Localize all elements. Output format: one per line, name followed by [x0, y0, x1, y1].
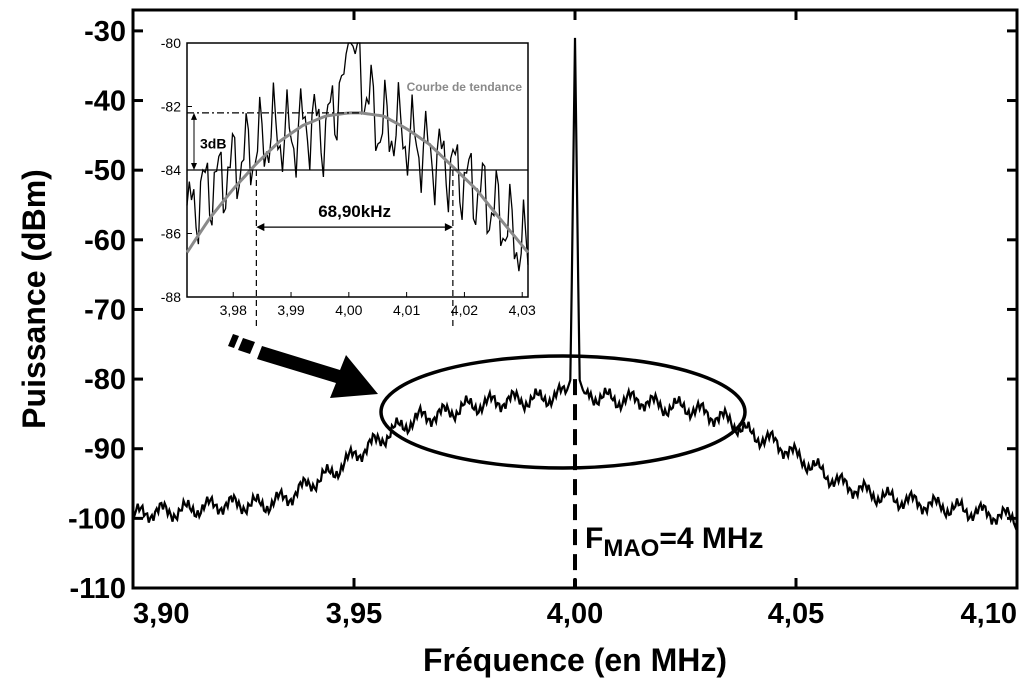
spectrum-line	[131, 37, 1019, 531]
carrier-label: FMAO=4 MHz	[585, 522, 764, 562]
inset-x-tick-label: 4,01	[393, 302, 420, 318]
carrier-label-sub: MAO	[603, 535, 659, 562]
y-tick-label: -110	[70, 573, 126, 605]
trend-curve-label: Courbe de tendance	[407, 80, 523, 94]
inset-x-tick-label: 3,98	[220, 302, 247, 318]
bandwidth-arrowhead-left	[256, 223, 265, 232]
inset-y-tick-label: -80	[161, 35, 181, 51]
bandwidth-label: 68,90kHz	[318, 202, 391, 221]
inset-x-tick-label: 4,00	[335, 302, 362, 318]
carrier-label-value: =4 MHz	[659, 522, 763, 555]
x-tick-label: 3,90	[133, 598, 189, 630]
inset-x-tick-label: 4,02	[451, 302, 478, 318]
main-plot: 3,90 3,95 4,00 4,05 4,10 -110 -100 -90 -80 -70 -60…	[16, 8, 1019, 678]
db-arrowhead-up	[191, 112, 197, 120]
y-tick-label: -30	[84, 16, 126, 48]
annotations: FMAO=4 MHz	[228, 334, 764, 562]
inset-y-tick-label: -86	[161, 226, 181, 242]
x-tick-label: 4,10	[961, 598, 1017, 630]
y-tick-label: -100	[68, 503, 126, 535]
carrier-label-f: F	[585, 522, 603, 555]
db-label: 3dB	[200, 136, 226, 152]
y-axis-title: Puissance (dBm)	[16, 169, 52, 429]
inset-y-tick-label: -82	[161, 99, 181, 115]
y-tick-label: -60	[84, 225, 126, 257]
inset-plot: 3,98 3,99 4,00 4,01 4,02 4,03 -88 -86 -84 -82 -80 3…	[161, 35, 536, 329]
inset-x-tick-label: 4,03	[509, 302, 536, 318]
zoom-arrow-dash-2	[228, 334, 239, 348]
zoom-arrow-body	[257, 346, 378, 398]
x-tick-label: 3,95	[326, 598, 382, 630]
inset-x-tick-label: 3,99	[277, 302, 304, 318]
bandwidth-arrowhead-right	[444, 223, 453, 232]
zoom-arrow-dash-1	[238, 338, 255, 354]
inset-y-tick-label: -88	[161, 289, 181, 305]
x-axis-title: Fréquence (en MHz)	[423, 642, 727, 678]
y-tick-label: -50	[84, 155, 126, 187]
zoom-ellipse	[379, 354, 747, 470]
inset-spectrum-line	[186, 42, 529, 272]
inset-y-tick-label: -84	[161, 162, 181, 178]
y-tick-label: -80	[84, 364, 126, 396]
db-arrowhead-down	[191, 163, 197, 170]
y-tick-label: -70	[84, 294, 126, 326]
y-tick-label: -40	[84, 86, 126, 118]
x-tick-label: 4,05	[768, 598, 824, 630]
x-tick-label: 4,00	[547, 598, 603, 630]
y-tick-label: -90	[84, 434, 126, 466]
